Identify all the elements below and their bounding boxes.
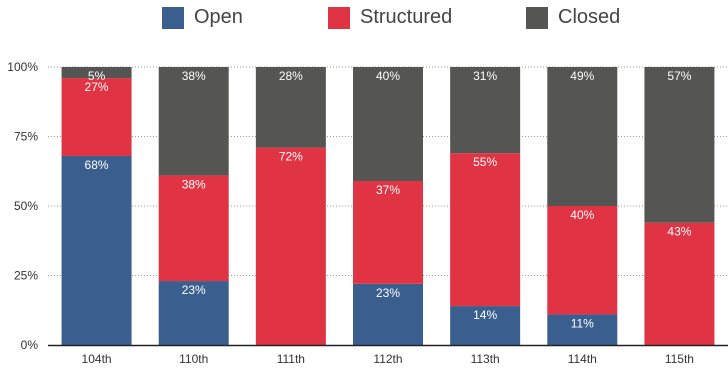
y-tick-label: 100% xyxy=(7,60,38,74)
data-label: 14% xyxy=(473,308,497,322)
data-label: 28% xyxy=(279,69,303,83)
bar-segment xyxy=(353,283,423,345)
bar-segment xyxy=(547,67,618,206)
data-label: 43% xyxy=(667,225,691,239)
x-tick-label: 114th xyxy=(568,352,597,366)
data-label: 23% xyxy=(182,283,206,297)
y-tick-label: 75% xyxy=(14,130,38,144)
y-tick-label: 25% xyxy=(14,269,38,283)
data-label: 38% xyxy=(182,177,206,191)
legend-label-structured: Structured xyxy=(360,6,453,28)
bar-segment xyxy=(353,67,423,181)
data-label: 40% xyxy=(376,69,400,83)
data-label: 27% xyxy=(85,80,109,94)
x-tick-label: 112th xyxy=(373,352,402,366)
data-label: 68% xyxy=(85,158,109,172)
data-label: 11% xyxy=(571,316,594,330)
bar-segment xyxy=(644,67,715,223)
x-tick-label: 113th xyxy=(471,352,500,366)
data-label: 37% xyxy=(376,183,400,197)
chart-legend: Open Structured Closed xyxy=(0,6,728,34)
x-tick-label: 110th xyxy=(179,352,208,366)
legend-swatch-structured xyxy=(328,6,350,29)
data-label: 72% xyxy=(279,150,303,164)
data-label: 55% xyxy=(473,155,497,169)
bar-segment xyxy=(547,314,618,345)
bar-segment xyxy=(450,67,521,154)
x-tick-label: 115th xyxy=(665,352,694,366)
data-label: 49% xyxy=(570,69,594,83)
data-label: 31% xyxy=(473,69,497,83)
bar-segment xyxy=(158,67,229,176)
bar-segment xyxy=(353,180,423,284)
bar-segment xyxy=(547,206,618,315)
legend-item-open: Open xyxy=(162,6,243,29)
bar-segment xyxy=(158,281,229,345)
data-label: 40% xyxy=(570,208,594,222)
bar-segment xyxy=(450,306,521,345)
y-tick-label: 0% xyxy=(21,338,39,352)
data-label: 38% xyxy=(182,69,206,83)
x-tick-label: 104th xyxy=(82,352,112,366)
data-label: 57% xyxy=(667,69,691,83)
y-tick-label: 50% xyxy=(14,199,38,213)
legend-label-open: Open xyxy=(194,6,243,28)
bar-segment xyxy=(450,153,521,307)
legend-swatch-open xyxy=(162,6,184,29)
bar-segment xyxy=(61,155,132,345)
legend-swatch-closed xyxy=(526,6,548,29)
legend-label-closed: Closed xyxy=(558,6,621,28)
bar-segment xyxy=(255,67,326,148)
data-label: 5% xyxy=(88,69,106,83)
bar-segment xyxy=(61,78,132,156)
legend-item-structured: Structured xyxy=(328,6,452,29)
bar-segment xyxy=(61,67,132,79)
bar-segment xyxy=(644,222,715,345)
x-tick-label: 111th xyxy=(277,352,305,366)
data-label: 23% xyxy=(376,286,400,300)
bar-segment xyxy=(158,175,229,282)
bar-segment xyxy=(255,147,326,345)
legend-item-closed: Closed xyxy=(526,6,620,29)
